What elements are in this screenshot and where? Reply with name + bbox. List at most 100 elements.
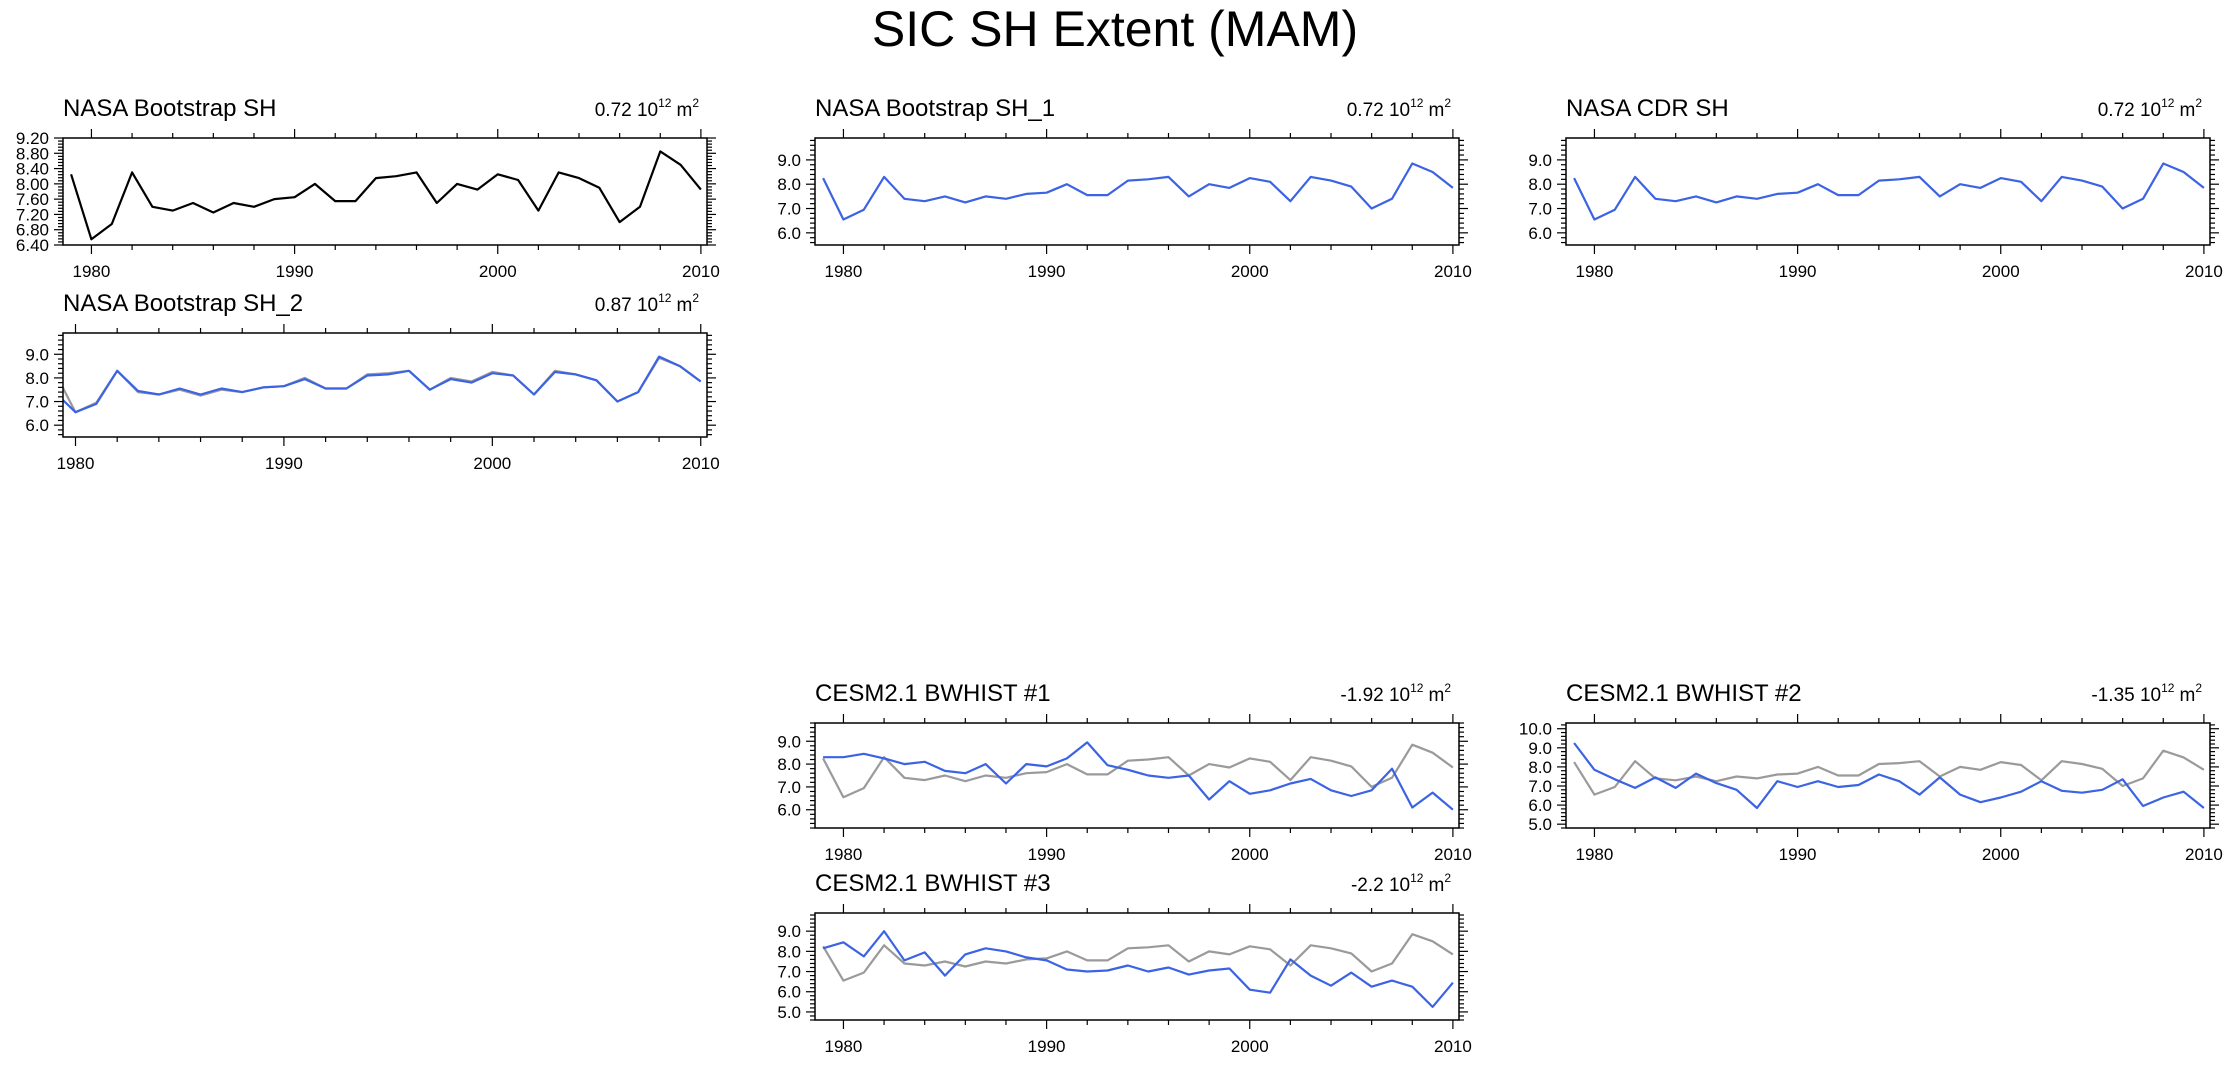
chart-panel-3: NASA CDR SH 0.72 1012 m2 1980 1990 2000 2010 6.… — [1528, 95, 2222, 281]
trend-value: 0.72 1012 m2 — [2098, 96, 2203, 121]
y-tick-label: 5.0 — [1528, 815, 1552, 834]
series-line-primary — [63, 355, 702, 414]
series-line-primary — [1573, 162, 2205, 221]
x-tick-label: 2000 — [473, 454, 511, 473]
x-tick-label: 2010 — [1434, 1037, 1472, 1056]
panel-title: NASA Bootstrap SH_1 — [815, 95, 1055, 122]
plot-frame — [62, 332, 708, 438]
y-tick-label: 7.60 — [16, 190, 49, 209]
y-tick-label: 7.0 — [777, 963, 801, 982]
plot-frame — [814, 912, 1460, 1021]
panel-title: NASA Bootstrap SH — [63, 95, 276, 122]
y-tick-label: 9.0 — [1528, 739, 1552, 758]
y-tick-label: 6.0 — [1528, 224, 1552, 243]
trend-value: 0.72 1012 m2 — [595, 96, 700, 121]
series-line-primary — [1573, 742, 2205, 810]
x-tick-label: 2000 — [1982, 845, 2020, 864]
x-tick-label: 1980 — [825, 262, 863, 281]
x-tick-label: 1990 — [1028, 845, 1066, 864]
chart-panel-7: CESM2.1 BWHIST #3 -2.2 1012 m2 1980 1990 2000… — [777, 870, 1471, 1056]
y-tick-label: 7.20 — [16, 205, 49, 224]
plot-frame — [814, 722, 1460, 829]
chart-panel-1: NASA Bootstrap SH 0.72 1012 m2 1980 1990 2000… — [16, 95, 720, 281]
y-tick-label: 6.0 — [777, 224, 801, 243]
x-tick-label: 1980 — [825, 845, 863, 864]
trend-value: 0.72 1012 m2 — [1347, 96, 1452, 121]
figure-title: SIC SH Extent (MAM) — [871, 1, 1359, 57]
series-line-reference — [822, 933, 1454, 982]
x-tick-label: 1990 — [1028, 1037, 1066, 1056]
x-tick-label: 2000 — [1982, 262, 2020, 281]
y-tick-label: 6.0 — [25, 416, 49, 435]
series-line-primary — [822, 162, 1454, 221]
series-line-primary — [822, 930, 1454, 1009]
chart-panel-4: NASA Bootstrap SH_2 0.87 1012 m2 1980 1990 20… — [25, 290, 719, 473]
y-tick-label: 8.0 — [25, 369, 49, 388]
y-tick-label: 9.0 — [25, 345, 49, 364]
x-tick-label: 2010 — [1434, 845, 1472, 864]
plot-frame — [62, 137, 708, 246]
x-tick-label: 1990 — [1779, 262, 1817, 281]
trend-value: 0.87 1012 m2 — [595, 291, 700, 316]
x-tick-label: 2000 — [1231, 1037, 1269, 1056]
y-tick-label: 7.0 — [777, 200, 801, 219]
y-tick-label: 6.40 — [16, 236, 49, 255]
y-tick-label: 10.0 — [1519, 720, 1552, 739]
y-tick-label: 9.0 — [777, 151, 801, 170]
chart-panel-6: CESM2.1 BWHIST #2 -1.35 1012 m2 1980 1990 200… — [1519, 680, 2223, 864]
plot-frame — [1565, 722, 2211, 829]
y-tick-label: 6.80 — [16, 221, 49, 240]
x-tick-label: 2000 — [1231, 845, 1269, 864]
x-tick-label: 1990 — [276, 262, 314, 281]
panel-title: CESM2.1 BWHIST #3 — [815, 870, 1051, 897]
x-tick-label: 1990 — [1028, 262, 1066, 281]
panel-title: CESM2.1 BWHIST #1 — [815, 680, 1051, 707]
chart-panel-5: CESM2.1 BWHIST #1 -1.92 1012 m2 1980 1990 200… — [777, 680, 1471, 864]
y-tick-label: 7.0 — [25, 393, 49, 412]
y-tick-label: 6.0 — [777, 983, 801, 1002]
y-tick-label: 5.0 — [777, 1003, 801, 1022]
y-tick-label: 8.00 — [16, 175, 49, 194]
panel-title: NASA CDR SH — [1566, 95, 1729, 122]
trend-value: -1.92 1012 m2 — [1340, 681, 1451, 706]
x-tick-label: 1980 — [825, 1037, 863, 1056]
x-tick-label: 2000 — [1231, 262, 1269, 281]
x-tick-label: 2010 — [2185, 262, 2223, 281]
y-tick-label: 9.20 — [16, 129, 49, 148]
trend-value: -2.2 1012 m2 — [1351, 871, 1451, 896]
y-tick-label: 9.0 — [1528, 151, 1552, 170]
series-line-reference — [822, 743, 1454, 799]
x-tick-label: 1980 — [73, 262, 111, 281]
x-tick-label: 1990 — [1779, 845, 1817, 864]
series-line-reference — [63, 356, 702, 414]
x-tick-label: 1980 — [57, 454, 95, 473]
y-tick-label: 8.80 — [16, 144, 49, 163]
y-tick-label: 6.0 — [777, 801, 801, 820]
x-tick-label: 2010 — [682, 262, 720, 281]
series-line-primary — [70, 150, 702, 241]
panel-title: CESM2.1 BWHIST #2 — [1566, 680, 1802, 707]
series-line-reference — [1573, 749, 2205, 796]
x-tick-label: 2010 — [1434, 262, 1472, 281]
y-tick-label: 7.0 — [777, 778, 801, 797]
y-tick-label: 8.0 — [777, 175, 801, 194]
x-tick-label: 1980 — [1576, 845, 1614, 864]
x-tick-label: 2010 — [682, 454, 720, 473]
y-tick-label: 8.0 — [1528, 175, 1552, 194]
x-tick-label: 2000 — [479, 262, 517, 281]
y-tick-label: 9.0 — [777, 732, 801, 751]
panel-title: NASA Bootstrap SH_2 — [63, 290, 303, 317]
y-tick-label: 8.40 — [16, 160, 49, 179]
chart-panel-2: NASA Bootstrap SH_1 0.72 1012 m2 1980 1990 20… — [777, 95, 1471, 281]
x-tick-label: 1990 — [265, 454, 303, 473]
y-tick-label: 8.0 — [1528, 758, 1552, 777]
trend-value: -1.35 1012 m2 — [2091, 681, 2202, 706]
y-tick-label: 7.0 — [1528, 777, 1552, 796]
y-tick-label: 8.0 — [777, 942, 801, 961]
y-tick-label: 7.0 — [1528, 200, 1552, 219]
x-tick-label: 1980 — [1576, 262, 1614, 281]
y-tick-label: 9.0 — [777, 922, 801, 941]
y-tick-label: 8.0 — [777, 755, 801, 774]
y-tick-label: 6.0 — [1528, 796, 1552, 815]
